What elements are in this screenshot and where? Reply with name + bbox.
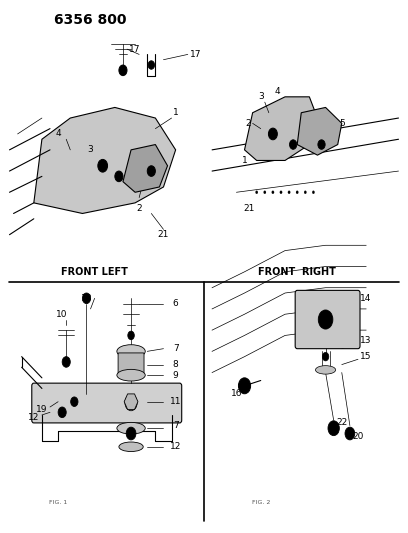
Text: 3: 3	[88, 146, 93, 155]
Polygon shape	[34, 108, 175, 214]
FancyBboxPatch shape	[118, 353, 144, 374]
Text: 2: 2	[136, 204, 142, 213]
Text: 20: 20	[352, 432, 364, 441]
Circle shape	[71, 397, 78, 407]
Circle shape	[82, 293, 91, 304]
Text: 4: 4	[274, 87, 280, 96]
Circle shape	[318, 310, 333, 329]
Text: FRONT  RIGHT: FRONT RIGHT	[258, 267, 336, 277]
Text: 11: 11	[170, 397, 182, 406]
Circle shape	[264, 191, 266, 194]
Polygon shape	[244, 97, 317, 160]
Circle shape	[98, 159, 108, 172]
Ellipse shape	[119, 442, 143, 451]
Circle shape	[255, 191, 258, 194]
Circle shape	[238, 378, 251, 394]
Circle shape	[148, 61, 155, 69]
Polygon shape	[124, 394, 138, 409]
Ellipse shape	[315, 366, 336, 374]
Text: 7: 7	[173, 344, 179, 353]
FancyBboxPatch shape	[295, 290, 360, 349]
Circle shape	[115, 171, 123, 182]
Circle shape	[328, 421, 339, 435]
Circle shape	[322, 352, 329, 361]
Text: 19: 19	[36, 405, 48, 414]
Ellipse shape	[117, 422, 145, 434]
Polygon shape	[297, 108, 342, 155]
Text: 7: 7	[173, 421, 179, 430]
Text: 15: 15	[360, 352, 372, 361]
FancyBboxPatch shape	[32, 383, 182, 423]
Text: 12: 12	[28, 413, 40, 422]
Text: 1: 1	[173, 108, 179, 117]
Text: 16: 16	[231, 389, 242, 398]
Text: 18: 18	[81, 294, 92, 303]
Circle shape	[345, 427, 355, 440]
Circle shape	[58, 407, 66, 418]
Circle shape	[128, 331, 134, 340]
Text: 5: 5	[339, 119, 345, 128]
Text: 17: 17	[129, 45, 141, 54]
Circle shape	[62, 357, 70, 367]
Circle shape	[147, 166, 155, 176]
Text: 4: 4	[55, 130, 61, 139]
Circle shape	[296, 191, 298, 194]
Circle shape	[119, 65, 127, 76]
Text: 21: 21	[243, 204, 254, 213]
Text: 6356 800: 6356 800	[54, 13, 126, 27]
Circle shape	[348, 431, 352, 436]
Circle shape	[288, 191, 290, 194]
Circle shape	[128, 399, 134, 407]
Circle shape	[280, 191, 282, 194]
Text: FRONT LEFT: FRONT LEFT	[61, 267, 128, 277]
Polygon shape	[123, 144, 168, 192]
Circle shape	[312, 191, 315, 194]
Circle shape	[268, 128, 277, 140]
Text: FIG. 1: FIG. 1	[49, 500, 67, 505]
Circle shape	[304, 191, 306, 194]
Text: 6: 6	[173, 299, 179, 308]
Text: 13: 13	[360, 336, 372, 345]
Text: 10: 10	[56, 310, 68, 319]
Circle shape	[126, 427, 136, 440]
Text: FIG. 2: FIG. 2	[252, 500, 270, 505]
Circle shape	[322, 316, 329, 324]
Ellipse shape	[117, 345, 145, 358]
Text: 21: 21	[158, 230, 169, 239]
Circle shape	[290, 140, 297, 149]
Text: 12: 12	[170, 442, 181, 451]
Text: 14: 14	[360, 294, 372, 303]
Circle shape	[318, 140, 325, 149]
Text: 8: 8	[173, 360, 179, 369]
Text: 1: 1	[242, 156, 247, 165]
Text: 3: 3	[258, 92, 264, 101]
Text: 2: 2	[246, 119, 251, 128]
Text: 17: 17	[190, 50, 202, 59]
Circle shape	[331, 425, 336, 431]
Text: 22: 22	[336, 418, 347, 427]
Text: 9: 9	[173, 370, 179, 379]
Ellipse shape	[117, 369, 145, 381]
Circle shape	[272, 191, 274, 194]
